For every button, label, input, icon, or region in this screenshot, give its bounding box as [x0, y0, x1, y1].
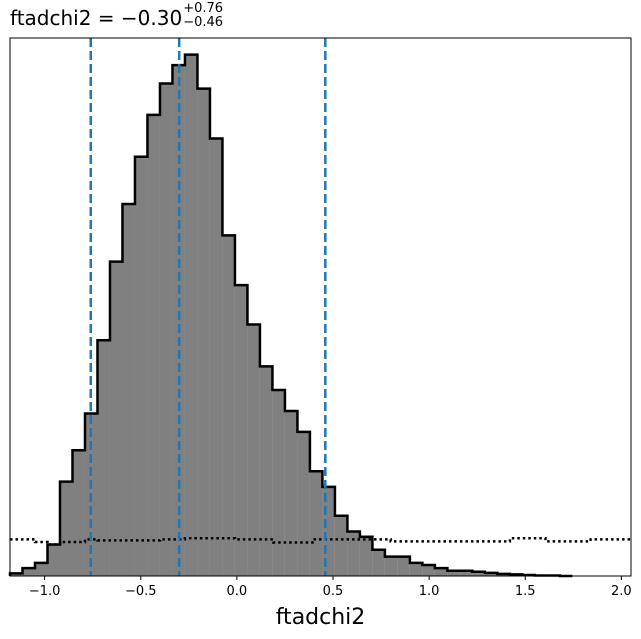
histogram-bar — [347, 531, 360, 576]
x-tick-label: −0.5 — [125, 584, 157, 599]
histogram-bar — [197, 88, 210, 577]
histogram-bar — [159, 83, 173, 576]
histogram-bar — [422, 564, 435, 576]
x-tick-label: 0.0 — [227, 584, 248, 599]
histogram-bar — [434, 568, 448, 576]
histogram-bar — [147, 114, 160, 576]
histogram-bar — [359, 536, 373, 576]
x-axis-label: ftadchi2 — [276, 605, 366, 630]
histogram-bar — [472, 571, 485, 576]
histogram-bar — [97, 340, 110, 576]
histogram-bar — [397, 556, 410, 576]
x-tick-label: 1.0 — [419, 584, 440, 599]
title-text: ftadchi2 = −0.30 — [10, 4, 182, 32]
histogram-bar — [59, 481, 73, 576]
histogram-bar — [222, 235, 235, 576]
histogram-bar — [247, 324, 260, 576]
x-tick-label: 0.5 — [323, 584, 344, 599]
histogram-bar — [184, 54, 198, 577]
histogram-bar — [334, 515, 348, 576]
x-tick-label: 2.0 — [611, 584, 632, 599]
histogram-bar — [47, 544, 60, 576]
x-tick-label: −1.0 — [29, 584, 61, 599]
posterior-histogram — [8, 53, 573, 578]
histogram-bar — [409, 562, 423, 576]
histogram-bar — [109, 261, 123, 576]
histogram-bar — [209, 138, 223, 576]
histogram-bar — [34, 562, 48, 576]
histogram-bar — [72, 450, 85, 576]
title-upper-error: +0.76 — [183, 1, 224, 16]
histogram-bar — [122, 203, 135, 576]
histogram-bar — [384, 556, 398, 576]
plot-frame — [9, 37, 632, 577]
histogram-outline — [8, 53, 573, 578]
quantile-lines — [89, 38, 327, 576]
histogram-bar — [234, 285, 248, 576]
histogram-bar — [297, 431, 310, 576]
title-param: ftadchi2 — [10, 6, 92, 30]
x-tick-label: 1.5 — [515, 584, 536, 599]
histogram-bar — [284, 410, 298, 576]
histogram-bar — [10, 573, 23, 576]
histogram-bar — [309, 471, 323, 576]
x-axis-ticks: −1.0 −0.5 0.0 0.5 1.0 1.5 2.0 — [29, 576, 632, 599]
histogram-bar — [259, 366, 273, 576]
histogram-bar — [484, 572, 498, 576]
histogram-bar — [459, 570, 473, 576]
title-lower-error: −0.46 — [183, 15, 224, 30]
histogram-bar — [272, 389, 285, 576]
title-equals: = — [91, 6, 121, 30]
histogram-bar — [447, 570, 460, 576]
title-value: −0.30 — [120, 6, 183, 30]
histogram-bar — [134, 156, 148, 577]
histogram-bar — [372, 549, 385, 576]
histogram-bar — [22, 568, 35, 576]
histogram-bar — [172, 65, 185, 576]
